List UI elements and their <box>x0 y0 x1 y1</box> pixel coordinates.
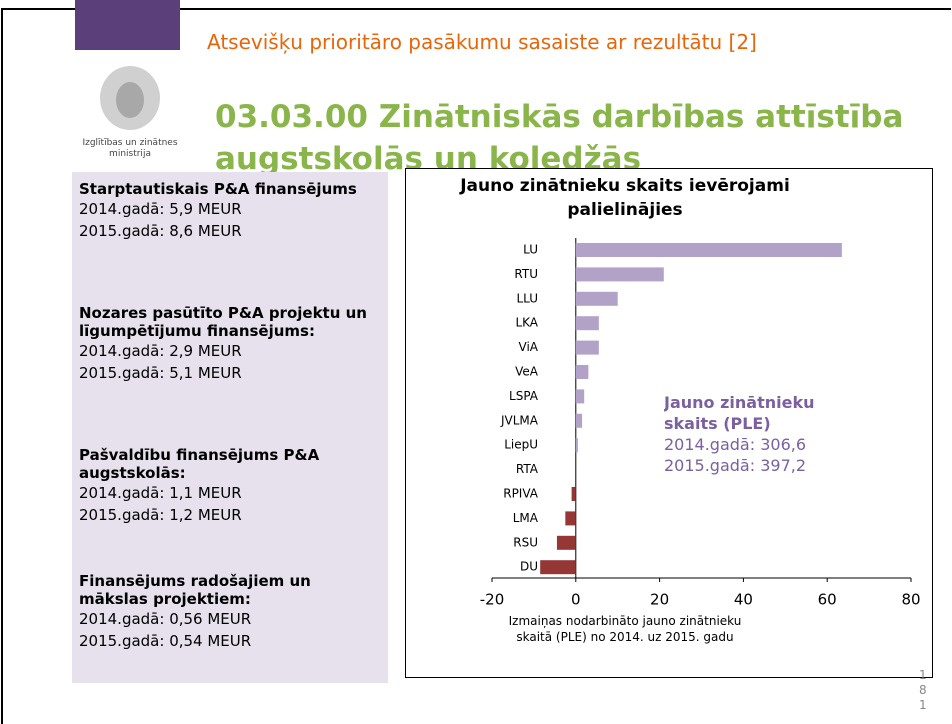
bar <box>575 243 842 257</box>
y-tick-label: RSU <box>513 535 538 549</box>
y-tick-label: LU <box>523 243 538 257</box>
panel-block: Finansējums radošajiem un mākslas projek… <box>79 572 379 652</box>
y-tick-label: ViA <box>519 340 539 354</box>
panel-line: 2015.gadā: 1,2 MEUR <box>79 506 242 524</box>
bar <box>575 291 618 306</box>
bar <box>575 316 599 331</box>
info-panel: Starptautiskais P&A finansējums 2014.gadā… <box>72 172 388 683</box>
bar <box>575 438 578 453</box>
annotation-line: 2015.gadā: 397,2 <box>664 456 807 475</box>
chart-title-box: Jauno zinātnieku skaits ievērojami palie… <box>460 176 790 220</box>
y-tick-label: RTA <box>516 462 539 476</box>
bar <box>571 487 576 501</box>
y-tick-label: LLU <box>516 291 538 305</box>
x-tick-label: -20 <box>480 591 505 609</box>
panel-block: Starptautiskais P&A finansējums 2014.gadā… <box>79 180 379 242</box>
y-tick-label: DU <box>520 560 538 574</box>
annotation: Jauno zinātnieku skaits (PLE) 2014.gadā: … <box>664 392 854 476</box>
panel-block: Nozares pasūtīto P&A projektu un līgumpē… <box>79 304 379 384</box>
annotation-box: Jauno zinātnieku skaits (PLE) 2014.gadā: … <box>664 392 854 476</box>
panel-heading: Nozares pasūtīto P&A projektu un līgumpē… <box>79 304 367 340</box>
panel-block: Pašvaldību finansējums P&A augstskolās: 2… <box>79 446 379 526</box>
page-number: 181 <box>919 668 927 712</box>
panel-line: 2015.gadā: 0,54 MEUR <box>79 632 252 650</box>
x-tick-label: 20 <box>650 591 669 609</box>
y-tick-label: JVLMA <box>500 413 539 427</box>
bar <box>575 389 585 404</box>
bar <box>575 413 583 428</box>
chart-title: Jauno zinātnieku skaits ievērojami palie… <box>460 176 790 220</box>
bar <box>565 511 576 526</box>
panel-line: 2015.gadā: 8,6 MEUR <box>79 222 242 240</box>
x-tick-label: 0 <box>571 591 581 609</box>
panel-line: 2015.gadā: 5,1 MEUR <box>79 364 242 382</box>
panel-line: 2014.gadā: 5,9 MEUR <box>79 200 242 218</box>
panel-heading: Starptautiskais P&A finansējums <box>79 180 357 198</box>
panel-line: 2014.gadā: 1,1 MEUR <box>79 484 242 502</box>
x-tick-label: 80 <box>901 591 920 609</box>
x-label-box: Izmaiņas nodarbināto jauno zinātnieku sk… <box>508 614 742 644</box>
panel-line: 2014.gadā: 0,56 MEUR <box>79 610 252 628</box>
bar <box>556 535 576 550</box>
bar <box>575 365 589 379</box>
y-tick-label: RPIVA <box>503 487 539 501</box>
y-tick-label: VeA <box>515 365 539 379</box>
panel-line: 2014.gadā: 2,9 MEUR <box>79 342 242 360</box>
panel-heading: Pašvaldību finansējums P&A augstskolās: <box>79 446 320 482</box>
logo-bar <box>75 0 180 50</box>
logo-text: Izglītības un zinātnes ministrija <box>82 138 178 159</box>
y-tick-label: LiepU <box>504 438 538 452</box>
bar <box>575 267 664 282</box>
y-tick-label: LSPA <box>509 389 539 403</box>
annotation-title: Jauno zinātnieku skaits (PLE) <box>664 393 815 433</box>
crest-shield <box>116 82 144 118</box>
slide-frame <box>1 8 951 724</box>
bar <box>540 560 576 575</box>
x-axis-label: Izmaiņas nodarbināto jauno zinātnieku sk… <box>508 614 742 644</box>
panel-heading: Finansējums radošajiem un mākslas projek… <box>79 572 311 608</box>
subtitle: Atsevišķu prioritāro pasākumu sasaiste a… <box>207 30 757 54</box>
y-tick-label: LKA <box>515 316 538 330</box>
y-tick-label: RTU <box>514 267 538 281</box>
bar <box>575 340 599 355</box>
annotation-line: 2014.gadā: 306,6 <box>664 435 807 454</box>
x-tick-label: 60 <box>818 591 837 609</box>
crest <box>100 66 160 130</box>
x-tick-label: 40 <box>734 591 753 609</box>
y-tick-label: LMA <box>513 511 539 525</box>
